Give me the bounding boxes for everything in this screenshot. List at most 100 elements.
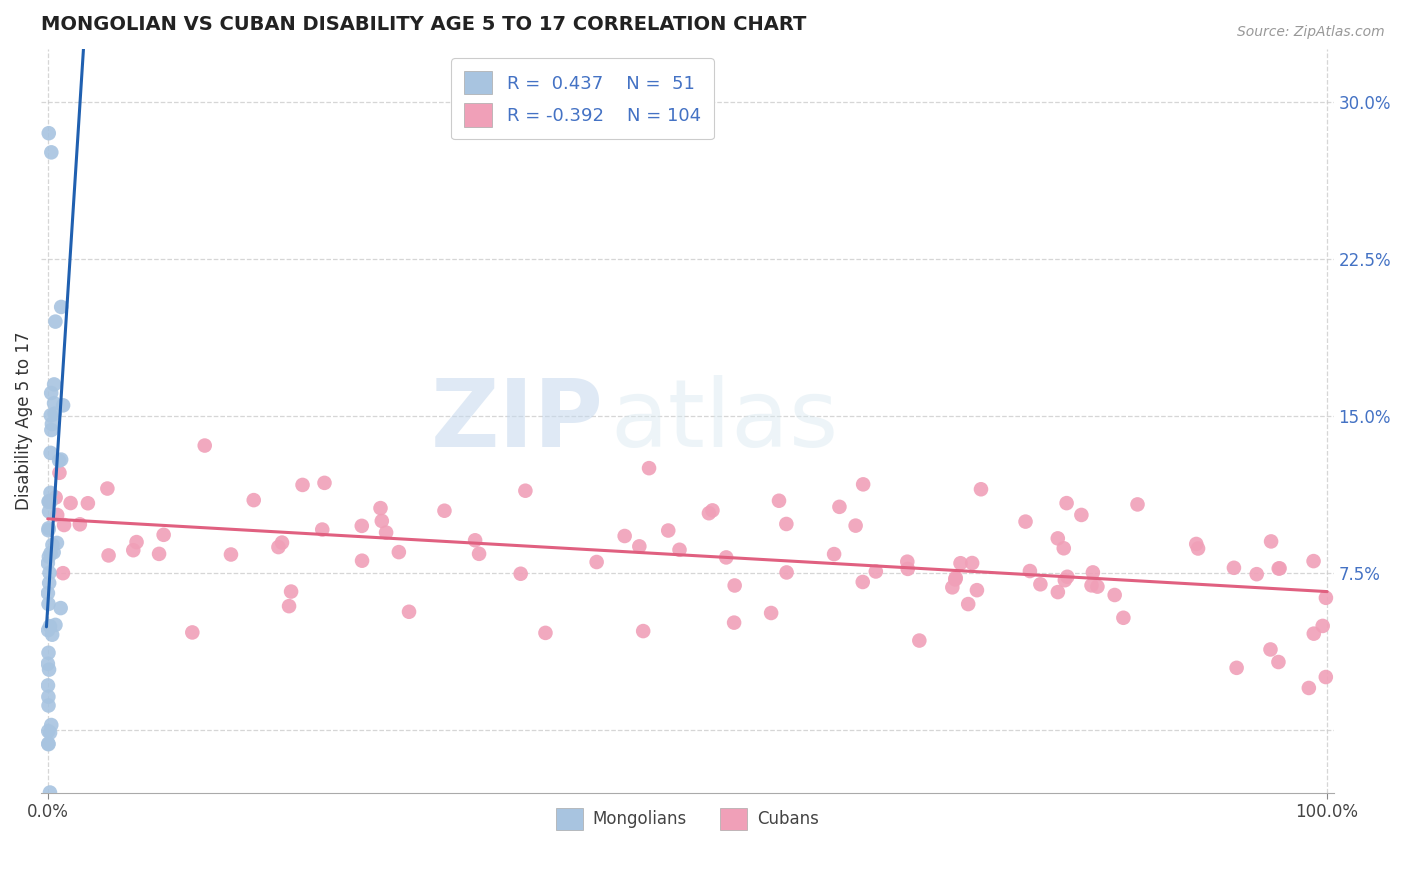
Point (1046, 585, 1069, 599)
Legend: Mongolians, Cubans: Mongolians, Cubans (550, 802, 825, 837)
Point (39, 446, 62, 460)
Point (375, 525, 398, 540)
Point (39, 785, 62, 799)
Point (242, 493, 264, 508)
Point (48, 466, 70, 480)
Point (37, 724, 59, 739)
Point (39, 718, 62, 732)
Point (41, 628, 63, 642)
Point (352, 554, 374, 568)
Point (219, 548, 242, 562)
Point (970, 482, 993, 496)
Point (1226, 661, 1249, 675)
Point (613, 529, 636, 543)
Point (957, 597, 980, 611)
Point (37, 523, 59, 537)
Point (152, 528, 174, 542)
Point (852, 477, 875, 491)
Point (46, 536, 69, 550)
Point (37, 690, 59, 704)
Point (702, 503, 724, 517)
Point (38, 494, 60, 508)
Point (697, 506, 720, 520)
Point (723, 615, 745, 630)
Point (39, 495, 62, 509)
Point (1185, 537, 1208, 551)
Point (631, 624, 654, 638)
Point (41, 145, 63, 160)
Point (1260, 642, 1282, 657)
Point (38, 494, 60, 508)
Text: ZIP: ZIP (430, 375, 603, 467)
Point (38, 663, 60, 677)
Point (1267, 655, 1289, 669)
Point (37, 624, 59, 638)
Point (1081, 566, 1104, 580)
Point (37, 646, 59, 660)
Point (37, 678, 59, 692)
Point (1315, 591, 1337, 605)
Point (1223, 561, 1246, 575)
Point (76, 496, 98, 510)
Point (39, 485, 62, 500)
Point (46, 508, 69, 522)
Point (433, 504, 456, 518)
Point (897, 562, 920, 576)
Point (1029, 577, 1052, 591)
Point (768, 493, 790, 508)
Point (845, 518, 868, 533)
Point (38, 619, 60, 633)
Point (668, 542, 690, 557)
Point (291, 478, 314, 492)
Point (1080, 578, 1102, 592)
Point (1246, 567, 1268, 582)
Point (724, 578, 747, 592)
Point (37, 586, 59, 600)
Point (41, 423, 63, 437)
Point (509, 566, 531, 581)
Point (388, 545, 411, 559)
Point (464, 533, 486, 548)
Point (39, 494, 62, 508)
Point (775, 566, 797, 580)
Text: MONGOLIAN VS CUBAN DISABILITY AGE 5 TO 17 CORRELATION CHART: MONGOLIAN VS CUBAN DISABILITY AGE 5 TO 1… (41, 15, 807, 34)
Point (125, 535, 148, 549)
Point (39, 386, 62, 401)
Point (38, 597, 60, 611)
Point (69, 517, 91, 532)
Point (1056, 496, 1078, 510)
Point (865, 565, 887, 579)
Point (943, 573, 966, 587)
Point (38, 801, 60, 815)
Point (42, 377, 65, 392)
Point (42, 545, 65, 559)
Point (52, 398, 75, 412)
Point (1312, 619, 1334, 633)
Text: Source: ZipAtlas.com: Source: ZipAtlas.com (1237, 25, 1385, 39)
Point (1053, 573, 1076, 587)
Point (37, 799, 59, 814)
Point (515, 483, 537, 498)
Point (1070, 508, 1092, 522)
Text: atlas: atlas (610, 375, 838, 467)
Point (38, 126, 60, 140)
Point (37, 737, 59, 751)
Point (775, 516, 797, 531)
Point (823, 547, 845, 561)
Point (585, 555, 607, 569)
Point (828, 500, 851, 514)
Point (41, 417, 63, 431)
Point (280, 584, 302, 599)
Point (44, 407, 66, 421)
Point (1056, 570, 1078, 584)
Point (657, 524, 679, 538)
Point (39, 409, 62, 423)
Point (42, 396, 65, 410)
Point (945, 571, 967, 585)
Point (122, 543, 145, 558)
Point (1298, 681, 1320, 695)
Y-axis label: Disability Age 5 to 17: Disability Age 5 to 17 (15, 332, 32, 510)
Point (41, 538, 63, 552)
Point (48, 453, 70, 467)
Point (49, 452, 72, 467)
